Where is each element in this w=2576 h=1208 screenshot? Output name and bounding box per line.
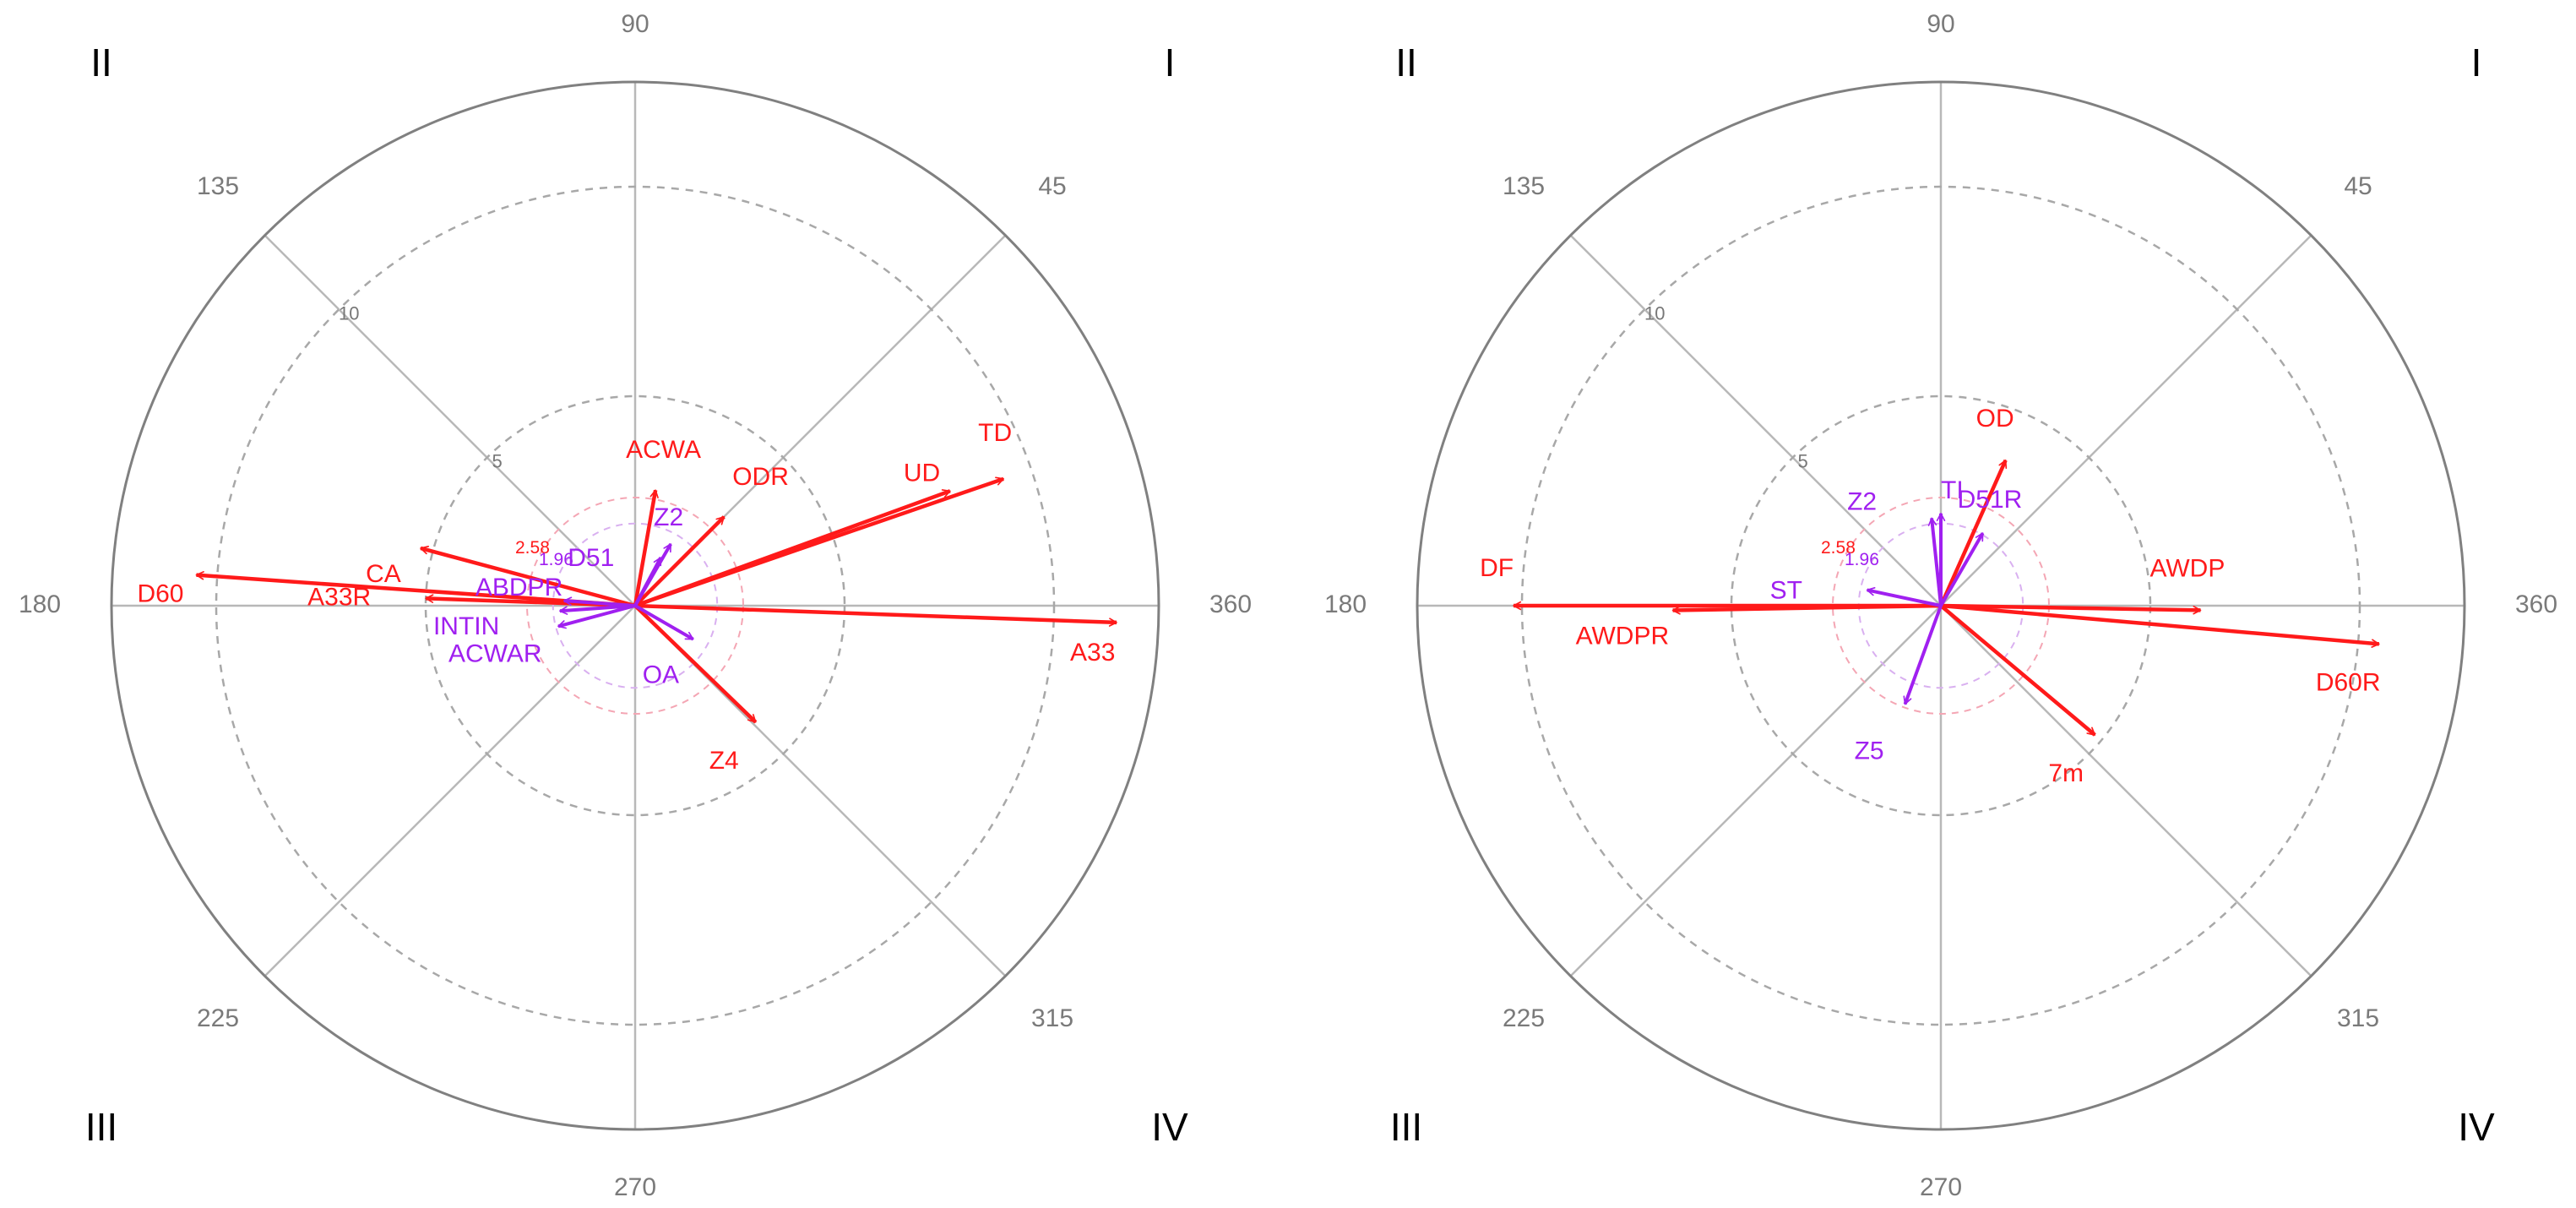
- vector-arrow-awdp: [1940, 603, 2202, 615]
- angle-label: 180: [1324, 590, 1367, 618]
- vector-label-7m: 7m: [2048, 759, 2084, 787]
- vector-label-td: TD: [978, 419, 1012, 447]
- outer-ring: [1416, 80, 2466, 1131]
- ring-value-label: 5: [1798, 451, 1808, 472]
- quadrant-label: IV: [2458, 1105, 2495, 1149]
- outer-ring: [110, 80, 1160, 1131]
- vector-label-st: ST: [1770, 576, 1802, 604]
- vector-label-abdpr: ABDPR: [476, 574, 562, 601]
- vector-label-oa: OA: [643, 661, 679, 689]
- vector-arrow-odr: [633, 515, 726, 607]
- vector-label-z2: Z2: [1847, 487, 1877, 515]
- vector-label-od: OD: [1976, 405, 2014, 433]
- ring-5: [1730, 395, 2152, 817]
- ring-value-label: 10: [1644, 302, 1665, 324]
- quadrant-label: III: [1390, 1105, 1422, 1149]
- vector-label-awdp: AWDP: [2149, 554, 2225, 582]
- vector-label-acwa: ACWA: [626, 436, 701, 464]
- vector-arrow-z5: [1903, 605, 1943, 705]
- vector-arrow-acwa: [633, 489, 659, 607]
- vector-arrow-ud: [634, 489, 951, 608]
- vector-arrow-d51: [633, 557, 663, 607]
- ring-5: [424, 395, 846, 817]
- angle-label: 315: [2337, 1004, 2379, 1032]
- vector-label-z5: Z5: [1855, 737, 1884, 765]
- sig-ring: [552, 522, 719, 689]
- angle-label: 180: [19, 590, 61, 618]
- vector-label-ca: CA: [366, 560, 401, 588]
- ring-value-label: 10: [339, 302, 359, 324]
- ring-10: [215, 185, 1056, 1026]
- vector-arrow-awdpr: [1671, 603, 1942, 615]
- angle-label: 315: [1031, 1004, 1073, 1032]
- ring-value-label: 5: [492, 451, 503, 472]
- significance-label: 1.96: [1845, 550, 1879, 569]
- spoke-line: [1940, 234, 2312, 607]
- vector-label-ti: TI: [1941, 476, 1964, 504]
- angle-label: 135: [197, 172, 239, 200]
- spoke-line: [264, 605, 636, 977]
- vector-label-intin: INTIN: [433, 612, 499, 640]
- vector-arrow-7m: [1939, 604, 2096, 737]
- vector-arrow-oa: [634, 604, 694, 641]
- spoke-line: [1569, 234, 1942, 607]
- significance-label: 2.58: [1821, 538, 1856, 558]
- spoke-line: [1569, 605, 1942, 977]
- vector-label-z2: Z2: [654, 503, 683, 531]
- vector-arrow-od: [1938, 459, 2008, 607]
- angle-label: 225: [1503, 1004, 1545, 1032]
- angle-label: 360: [1209, 590, 1252, 618]
- vector-arrow-a33: [634, 603, 1117, 627]
- vector-label-ud: UD: [904, 459, 940, 487]
- spoke-line: [1940, 605, 2312, 977]
- angle-label: 90: [1927, 10, 1954, 38]
- angle-label: 270: [1920, 1173, 1962, 1201]
- vector-label-df: DF: [1480, 554, 1514, 582]
- significance-label: 2.58: [515, 538, 550, 558]
- vector-label-acwar: ACWAR: [448, 639, 542, 667]
- quadrant-label: I: [2471, 41, 2482, 84]
- quadrant-label: IV: [1151, 1105, 1188, 1149]
- angle-label: 45: [2344, 172, 2372, 200]
- angle-label: 45: [1038, 172, 1066, 200]
- vector-arrow-d60: [195, 571, 636, 608]
- vector-label-d51: D51: [568, 544, 614, 572]
- significance-label: 1.96: [539, 550, 573, 569]
- ring-10: [1520, 185, 2361, 1026]
- vector-label-d60: D60: [137, 580, 183, 608]
- vector-label-awdpr: AWDPR: [1576, 623, 1670, 650]
- vector-label-z4: Z4: [709, 747, 739, 775]
- vector-label-a33: A33: [1070, 639, 1115, 667]
- angle-label: 225: [197, 1004, 239, 1032]
- angle-label: 90: [621, 10, 649, 38]
- vector-arrow-st: [1866, 587, 1942, 607]
- vector-arrow-acwar: [557, 604, 636, 629]
- vector-label-d51r: D51R: [1958, 486, 2023, 514]
- vector-label-d60r: D60R: [2316, 668, 2381, 696]
- quadrant-label: II: [1395, 41, 1417, 84]
- sig-ring: [526, 497, 744, 715]
- quadrant-label: II: [90, 41, 112, 84]
- vector-label-odr: ODR: [732, 463, 789, 491]
- quadrant-label: III: [85, 1105, 117, 1149]
- vector-arrow-intin: [559, 604, 636, 615]
- vector-arrow-ca: [420, 546, 636, 608]
- angle-label: 135: [1503, 172, 1545, 200]
- vector-arrow-d60r: [1940, 603, 2380, 648]
- vector-arrow-d51r: [1939, 532, 1985, 607]
- quadrant-label: I: [1165, 41, 1176, 84]
- vector-arrow-z2: [1927, 517, 1943, 607]
- spoke-line: [264, 234, 636, 607]
- angle-label: 270: [614, 1173, 656, 1201]
- angle-label: 360: [2515, 590, 2557, 618]
- vector-arrow-z4: [633, 604, 758, 724]
